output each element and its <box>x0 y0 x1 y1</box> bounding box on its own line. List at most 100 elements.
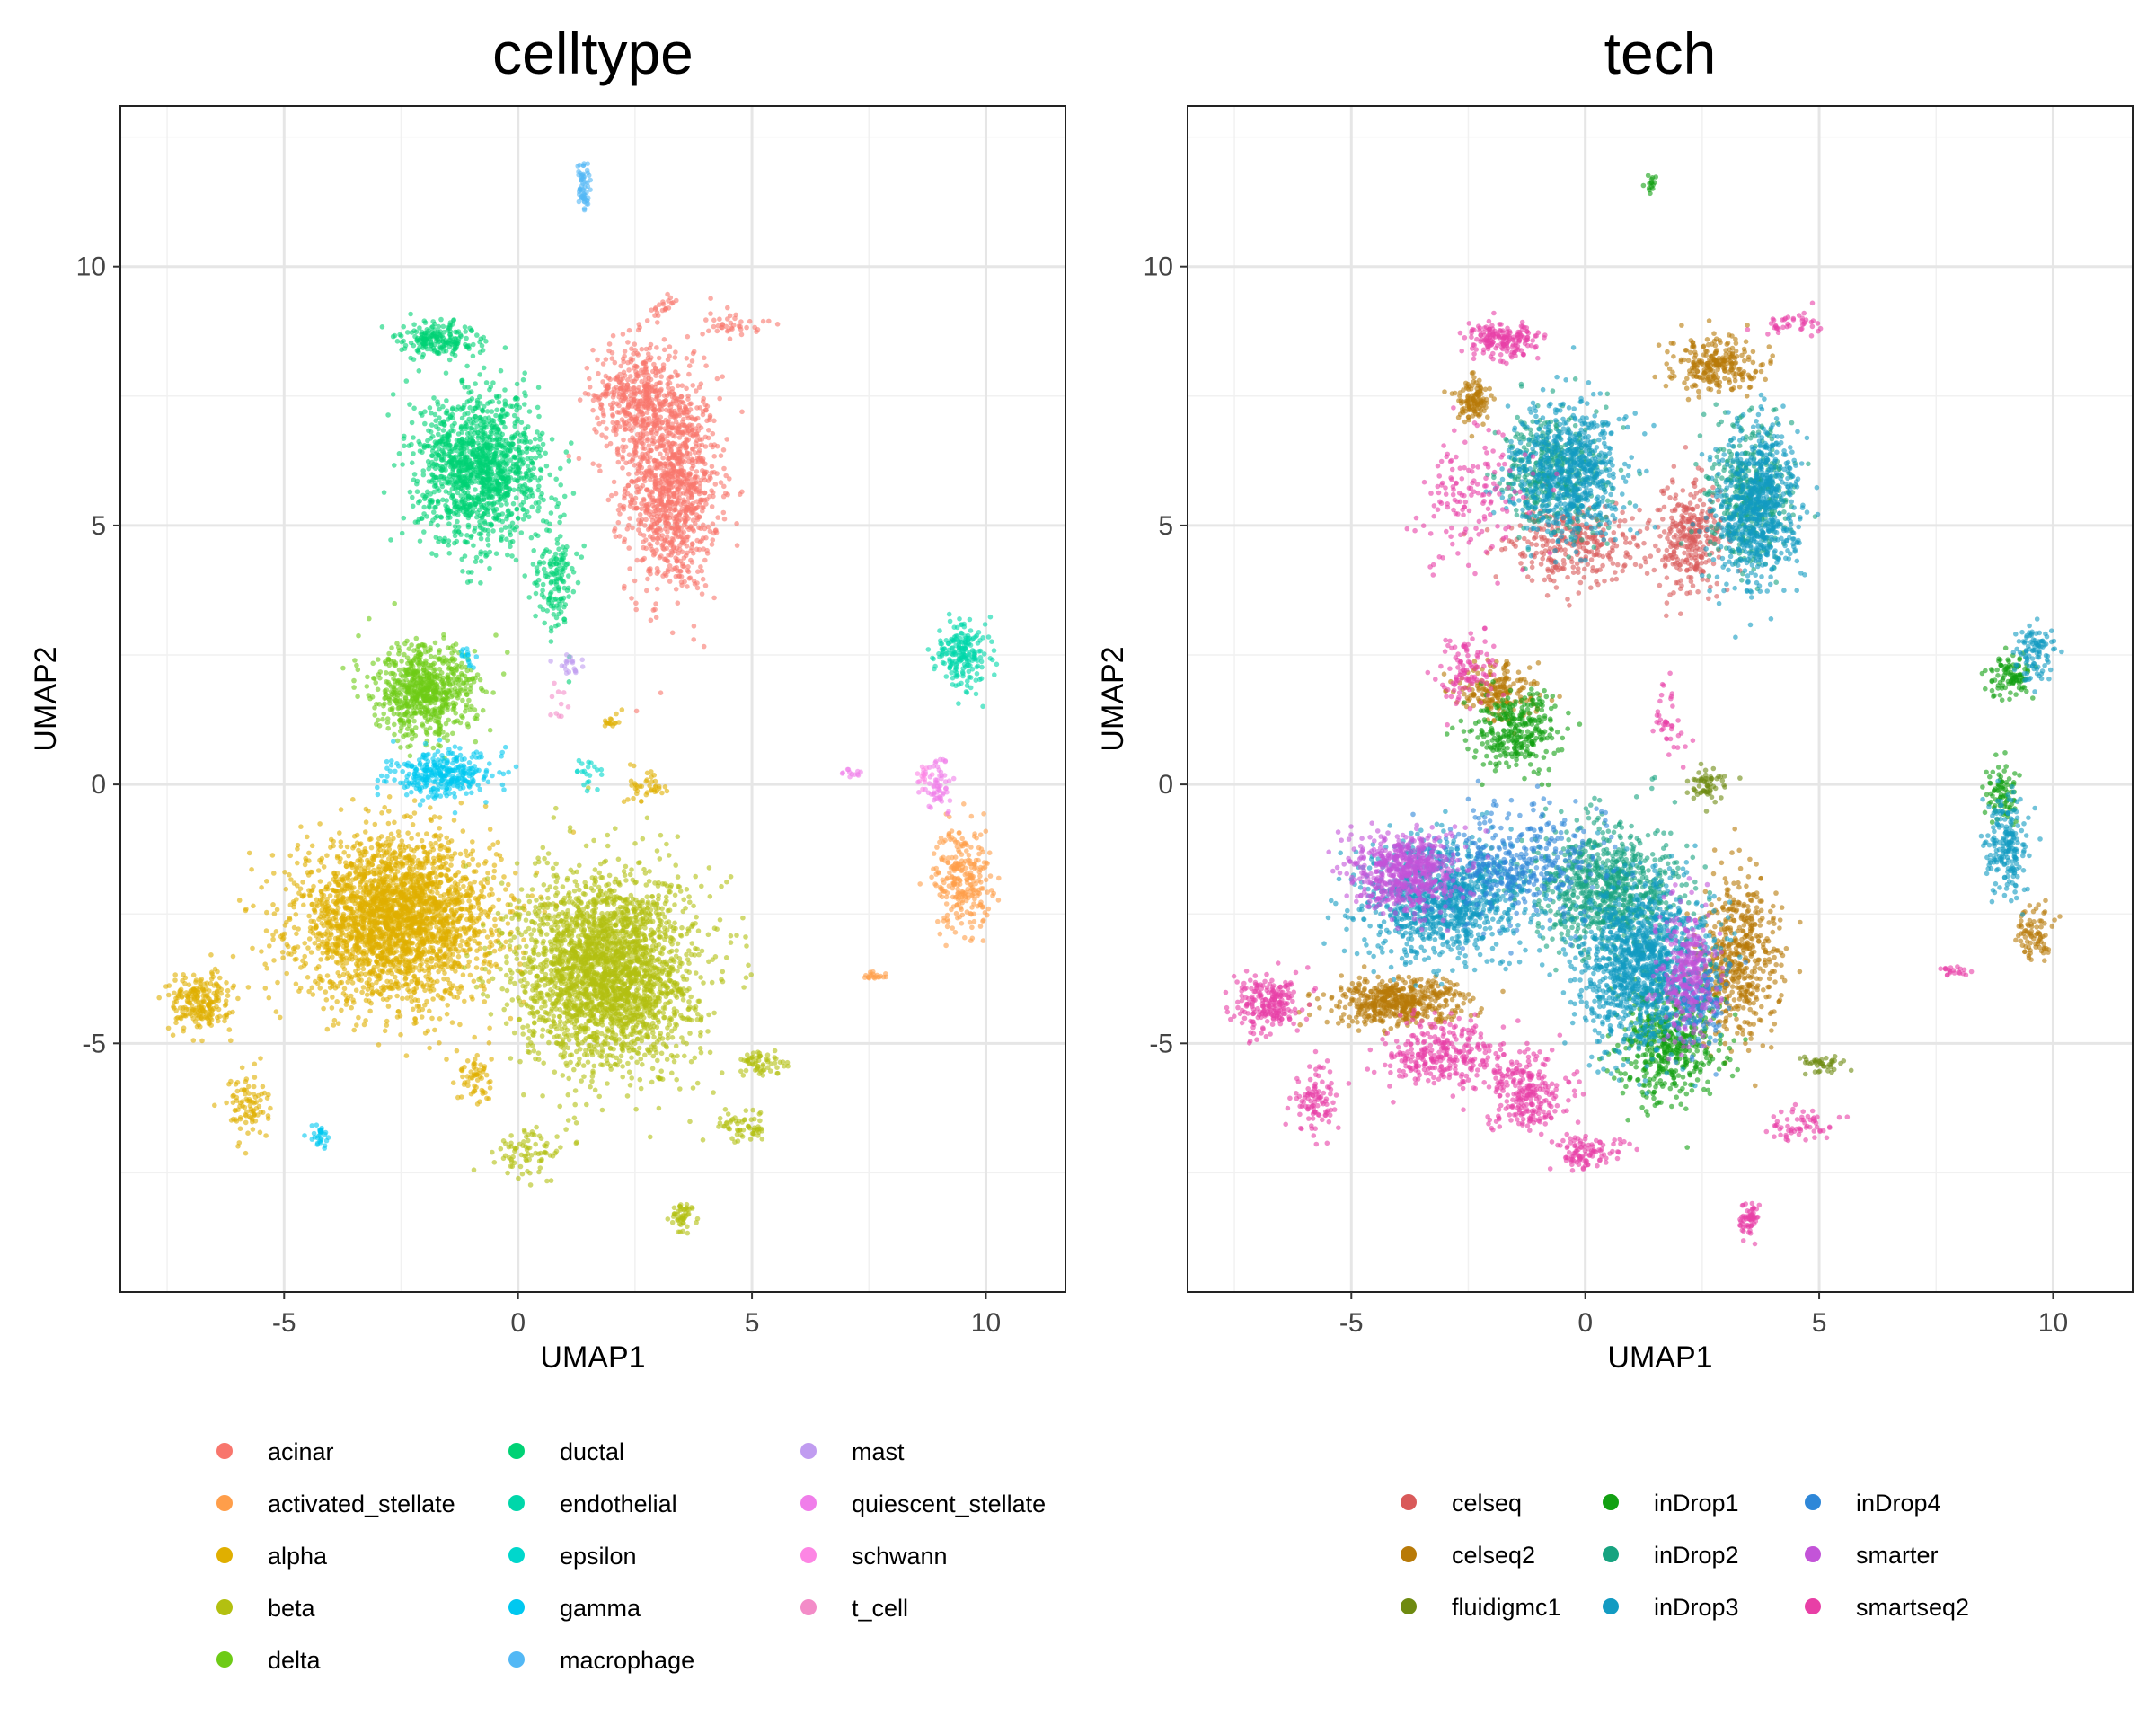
scatter-point <box>400 872 406 878</box>
scatter-point <box>356 894 362 900</box>
scatter-point <box>655 506 660 512</box>
scatter-point <box>470 848 476 854</box>
scatter-point <box>686 371 692 377</box>
scatter-point <box>358 937 363 942</box>
scatter-point <box>400 995 405 1002</box>
scatter-point <box>976 845 982 851</box>
scatter-point <box>363 971 368 978</box>
scatter-point <box>492 923 498 929</box>
scatter-point <box>696 422 702 429</box>
scatter-point <box>637 531 643 536</box>
scatter-point <box>250 945 255 951</box>
scatter-point <box>638 1085 644 1092</box>
scatter-point <box>216 997 222 1004</box>
scatter-point <box>300 880 305 885</box>
scatter-point <box>433 881 438 888</box>
scatter-point <box>259 949 264 954</box>
scatter-point <box>644 588 649 594</box>
scatter-point <box>934 845 940 850</box>
scatter-point <box>457 942 464 949</box>
scatter-point <box>397 843 403 848</box>
scatter-point <box>457 1022 463 1028</box>
scatter-point <box>712 482 719 487</box>
scatter-point <box>309 888 315 893</box>
scatter-point <box>357 842 363 847</box>
scatter-point <box>460 947 465 953</box>
scatter-point <box>367 836 373 843</box>
scatter-point <box>388 831 394 837</box>
scatter-point <box>416 923 422 928</box>
scatter-point <box>464 876 470 881</box>
scatter-point <box>708 475 713 482</box>
scatter-point <box>964 848 969 854</box>
scatter-point <box>603 720 609 725</box>
scatter-point <box>635 327 641 333</box>
scatter-point <box>654 428 660 434</box>
scatter-point <box>427 1045 432 1051</box>
scatter-point <box>667 380 673 386</box>
scatter-point <box>346 853 351 859</box>
scatter-point <box>985 906 992 912</box>
scatter-point <box>320 950 326 956</box>
scatter-point <box>644 438 650 444</box>
scatter-point <box>710 444 716 450</box>
scatter-point <box>747 318 753 324</box>
scatter-point <box>243 1079 249 1084</box>
scatter-point <box>329 1005 335 1011</box>
scatter-point <box>243 907 249 912</box>
scatter-point <box>225 993 231 998</box>
scatter-point <box>206 1021 212 1027</box>
scatter-point <box>678 394 685 400</box>
scatter-point <box>996 875 1002 881</box>
scatter-point <box>401 936 406 942</box>
scatter-point <box>658 374 664 379</box>
scatter-point <box>252 1075 258 1080</box>
scatter-point <box>354 942 359 947</box>
scatter-point <box>295 846 300 852</box>
scatter-point <box>587 376 592 382</box>
scatter-point <box>505 921 511 926</box>
scatter-point <box>629 346 634 352</box>
scatter-point <box>354 1022 359 1028</box>
scatter-point <box>356 914 361 919</box>
scatter-point <box>457 851 464 857</box>
scatter-point <box>647 464 652 470</box>
scatter-point <box>401 917 406 923</box>
scatter-point <box>646 395 652 401</box>
scatter-point <box>730 323 737 328</box>
scatter-point <box>596 370 601 376</box>
scatter-point <box>513 870 518 876</box>
scatter-point <box>341 850 348 855</box>
scatter-point <box>431 834 437 839</box>
scatter-point <box>667 460 673 465</box>
scatter-point <box>330 995 335 1000</box>
scatter-point <box>531 927 537 933</box>
scatter-point <box>667 579 673 584</box>
scatter-point <box>427 986 432 992</box>
scatter-point <box>600 379 605 385</box>
scatter-point <box>663 486 668 491</box>
scatter-point <box>275 979 280 986</box>
scatter-point <box>625 340 631 345</box>
scatter-point <box>682 459 687 464</box>
scatter-point <box>630 525 635 531</box>
scatter-point <box>655 487 660 492</box>
scatter-point <box>972 896 977 902</box>
scatter-point <box>694 469 700 474</box>
scatter-point <box>488 1078 493 1084</box>
scatter-point <box>639 506 644 511</box>
scatter-point <box>683 446 688 451</box>
scatter-point <box>939 894 945 900</box>
scatter-point <box>338 844 344 849</box>
scatter-point <box>443 872 449 878</box>
scatter-point <box>386 846 393 853</box>
scatter-point <box>981 811 986 817</box>
scatter-point <box>615 459 622 465</box>
scatter-point <box>411 798 418 803</box>
scatter-point <box>444 835 450 841</box>
scatter-point <box>360 951 367 957</box>
scatter-point <box>607 716 614 721</box>
scatter-point <box>614 711 619 717</box>
scatter-point <box>951 865 957 871</box>
scatter-point <box>388 860 394 865</box>
